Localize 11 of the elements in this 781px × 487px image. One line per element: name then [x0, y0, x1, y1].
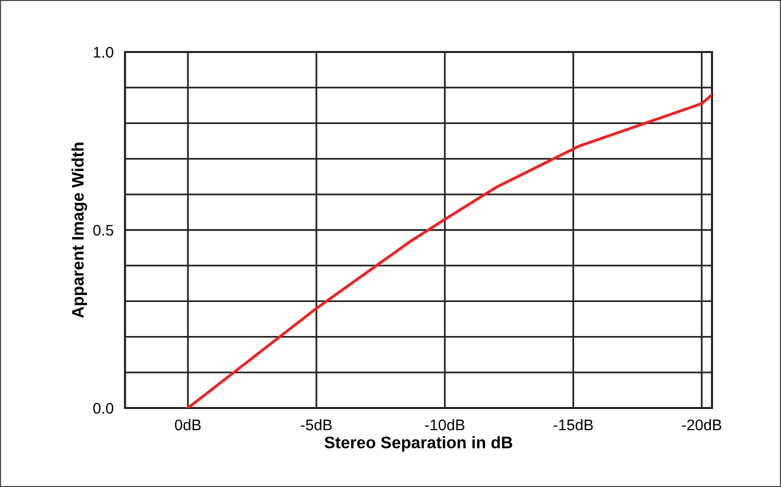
x-axis-title: Stereo Separation in dB: [324, 436, 512, 452]
y-tick-label: 0.0: [93, 402, 114, 414]
x-tick-label: -20dB: [682, 419, 722, 430]
x-tick-label: -15dB: [554, 419, 593, 430]
y-tick-label: 0.5: [93, 224, 114, 236]
x-tick-label: -10dB: [425, 419, 464, 430]
x-tick-label: -5dB: [300, 419, 332, 430]
line-series: [186, 93, 712, 408]
y-axis-title: Apparent Image Width: [71, 142, 88, 318]
y-tick-label: 1.0: [94, 46, 114, 58]
x-tick-label: 0dB: [174, 419, 201, 430]
